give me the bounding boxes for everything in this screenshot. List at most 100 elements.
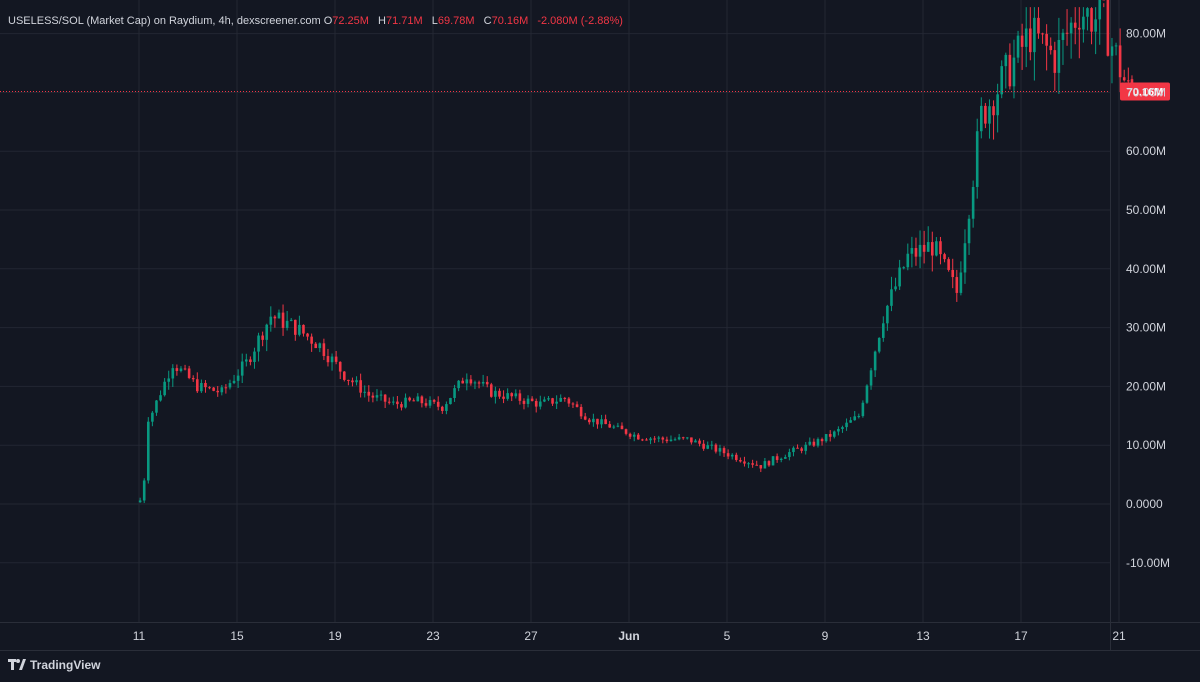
x-tick-label: 17 bbox=[1014, 629, 1028, 643]
candle-body bbox=[718, 448, 722, 452]
candle-body bbox=[559, 397, 563, 402]
candle-body bbox=[171, 368, 175, 379]
candle-body bbox=[686, 437, 689, 439]
y-tick-label: 20.00M bbox=[1126, 379, 1166, 393]
candle-body bbox=[294, 319, 297, 335]
candle-body bbox=[191, 377, 195, 380]
candle-body bbox=[175, 368, 179, 371]
candle-body bbox=[530, 398, 534, 401]
candle-body bbox=[1122, 77, 1126, 81]
candle-body bbox=[310, 336, 313, 344]
candle-body bbox=[1069, 22, 1073, 34]
candle-body bbox=[935, 241, 938, 256]
x-tick-label: 15 bbox=[230, 629, 244, 643]
x-tick-label: 21 bbox=[1112, 629, 1126, 643]
candle-body bbox=[853, 416, 857, 421]
candle-body bbox=[457, 380, 460, 389]
candle-body bbox=[971, 186, 975, 219]
candle-body bbox=[253, 351, 256, 362]
candle-body bbox=[196, 379, 199, 392]
high-key: H bbox=[378, 15, 386, 27]
candle-body bbox=[412, 400, 416, 402]
tradingview-logo[interactable]: TradingView bbox=[8, 658, 100, 672]
ohlc-legend: USELESS/SOL (Market Cap) on Raydium, 4h,… bbox=[8, 14, 623, 28]
y-tick-label: 70.00M bbox=[1126, 85, 1166, 99]
candle-body bbox=[624, 429, 628, 434]
x-tick-label: 23 bbox=[426, 629, 440, 643]
candle-body bbox=[204, 382, 207, 388]
candle-body bbox=[1090, 8, 1093, 32]
candle-body bbox=[498, 390, 501, 397]
candle-body bbox=[841, 427, 844, 429]
candle-body bbox=[563, 397, 567, 399]
candle-body bbox=[261, 335, 264, 340]
candle-body bbox=[714, 444, 718, 452]
candle-body bbox=[914, 248, 918, 257]
candle-body bbox=[869, 370, 873, 386]
candle-body bbox=[779, 458, 783, 460]
candle-body bbox=[751, 463, 754, 465]
y-tick-label: 50.00M bbox=[1126, 203, 1166, 217]
candle-body bbox=[383, 394, 387, 402]
candle-body bbox=[371, 395, 375, 398]
candle-body bbox=[567, 398, 571, 404]
last-price-tag bbox=[1120, 82, 1170, 101]
candle-body bbox=[980, 105, 983, 132]
candle-body bbox=[767, 461, 771, 466]
candle-body bbox=[351, 380, 354, 383]
candle-body bbox=[1061, 32, 1065, 40]
symbol-title: USELESS/SOL (Market Cap) on Raydium, 4h,… bbox=[8, 15, 321, 27]
candle-body bbox=[138, 500, 142, 503]
candle-body bbox=[906, 253, 910, 268]
candle-body bbox=[453, 388, 456, 398]
candle-body bbox=[641, 439, 644, 441]
candle-body bbox=[943, 254, 946, 260]
candle-body bbox=[408, 397, 411, 401]
candle-body bbox=[436, 401, 440, 407]
candle-body bbox=[604, 419, 607, 425]
candle-body bbox=[518, 393, 522, 401]
candle-body bbox=[232, 380, 236, 384]
candle-body bbox=[902, 267, 906, 269]
candle-body bbox=[677, 437, 681, 440]
candle-body bbox=[343, 371, 346, 380]
candle-body bbox=[918, 244, 922, 257]
candle-body bbox=[571, 403, 575, 405]
x-tick-label: 13 bbox=[916, 629, 930, 643]
candle-body bbox=[240, 361, 244, 376]
candle-body bbox=[673, 439, 677, 441]
candle-body bbox=[1094, 19, 1097, 32]
candle-body bbox=[955, 277, 959, 293]
candle-body bbox=[992, 106, 995, 116]
candle-body bbox=[481, 381, 485, 384]
candle-body bbox=[142, 480, 146, 501]
candle-body bbox=[1004, 54, 1008, 67]
candle-body bbox=[265, 324, 269, 340]
change-value: -2.080M (-2.88%) bbox=[537, 15, 623, 27]
candle-body bbox=[1078, 27, 1081, 30]
candle-body bbox=[984, 105, 987, 124]
candle-body bbox=[947, 259, 950, 270]
candle-body bbox=[392, 401, 395, 403]
last-price-label: 70.16M bbox=[1127, 86, 1164, 98]
candle-body bbox=[522, 400, 526, 404]
candle-body bbox=[147, 421, 150, 481]
candle-body bbox=[931, 242, 934, 256]
candle-body bbox=[824, 434, 828, 442]
candle-body bbox=[347, 379, 350, 381]
candle-body bbox=[592, 418, 595, 423]
y-tick-label: 40.00M bbox=[1126, 262, 1166, 276]
candle-body bbox=[1098, 0, 1102, 20]
candle-body bbox=[926, 242, 930, 252]
candle-body bbox=[220, 387, 224, 393]
candle-body bbox=[845, 422, 848, 428]
candle-body bbox=[306, 333, 309, 337]
candle-body bbox=[216, 390, 220, 393]
candle-body bbox=[690, 437, 693, 443]
candle-body bbox=[996, 94, 999, 116]
candle-body bbox=[187, 368, 191, 378]
candle-body bbox=[722, 448, 726, 454]
candle-body bbox=[1000, 66, 1004, 95]
candle-body bbox=[1045, 33, 1048, 46]
